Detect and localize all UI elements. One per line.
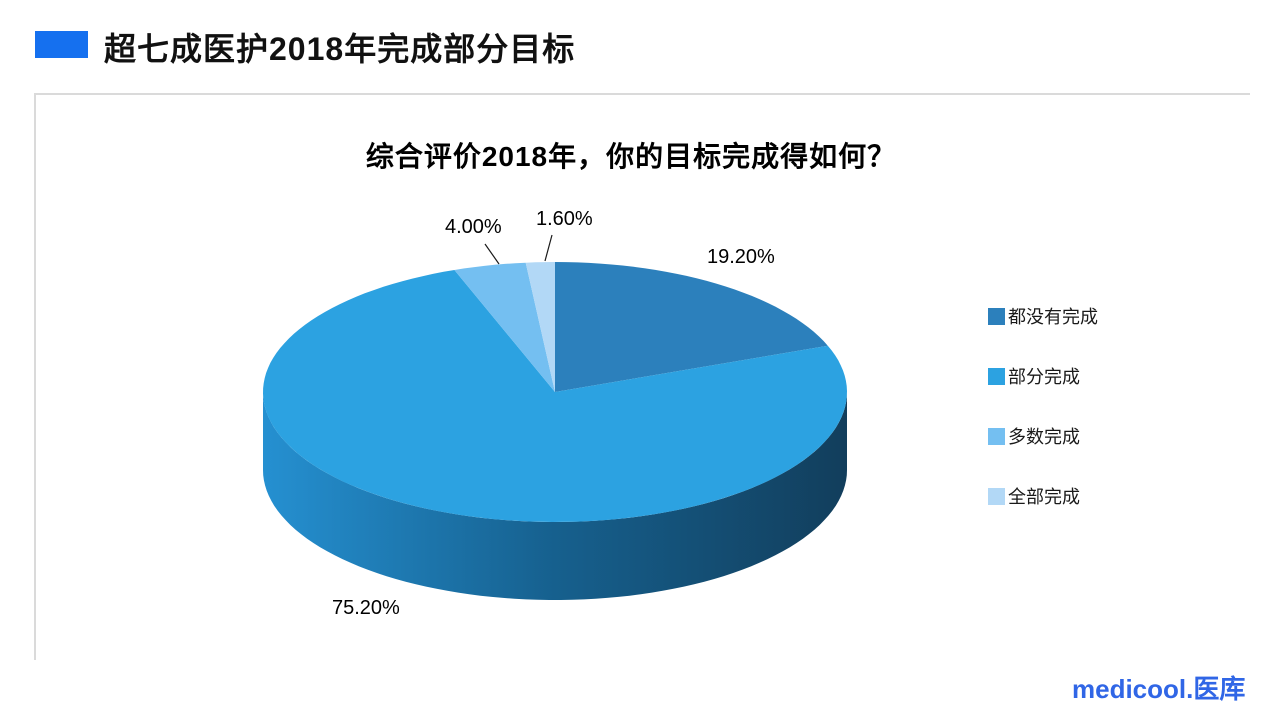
chart-legend: 都没有完成部分完成多数完成全部完成 <box>988 303 1098 509</box>
legend-item-1: 部分完成 <box>988 363 1098 389</box>
legend-swatch-icon <box>988 427 1005 445</box>
legend-item-0: 都没有完成 <box>988 303 1098 329</box>
pie-slice-多数完成 <box>454 262 555 392</box>
pie-slice-都没有完成 <box>555 262 828 392</box>
chart-title: 综合评价2018年，你的目标完成得如何？ <box>365 141 897 172</box>
legend-label: 都没有完成 <box>1008 307 1098 327</box>
pie-slice-部分完成 <box>263 270 847 522</box>
pie-slices-group <box>263 262 847 600</box>
data-label-majority-complete: 4.00% <box>445 216 502 238</box>
pie-side-1 <box>263 392 847 600</box>
chart-container: 综合评价2018年，你的目标完成得如何？ 19.20% 75.20% 4.00%… <box>34 93 1250 660</box>
legend-label: 全部完成 <box>1008 487 1080 507</box>
data-label-partial-complete: 75.20% <box>332 597 400 619</box>
pie-chart-svg <box>263 234 847 600</box>
data-label-none-complete: 19.20% <box>707 246 775 268</box>
leader-line-all-complete-slice <box>544 234 553 262</box>
medicool-logo: medicool.医库 <box>1072 674 1246 704</box>
leader-line-majority-slice <box>484 243 500 265</box>
data-label-all-complete: 1.60% <box>536 208 593 230</box>
legend-swatch-icon <box>988 367 1005 385</box>
legend-item-3: 全部完成 <box>988 483 1098 509</box>
page-title: 超七成医护2018年完成部分目标 <box>104 31 576 67</box>
pie-slice-全部完成 <box>525 262 555 392</box>
legend-item-2: 多数完成 <box>988 423 1098 449</box>
slide-header: 超七成医护2018年完成部分目标 <box>0 0 1280 90</box>
legend-label: 部分完成 <box>1008 367 1080 387</box>
title-accent-block <box>35 31 88 58</box>
legend-label: 多数完成 <box>1008 427 1080 447</box>
legend-swatch-icon <box>988 487 1005 505</box>
legend-swatch-icon <box>988 307 1005 325</box>
